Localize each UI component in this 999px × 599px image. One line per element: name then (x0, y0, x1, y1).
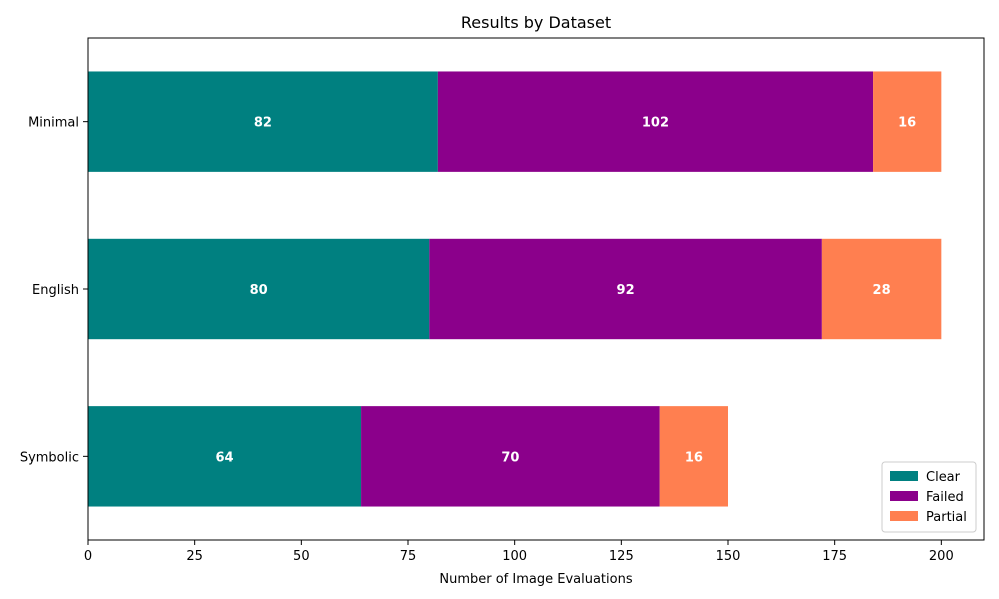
x-tick-label: 200 (929, 549, 954, 564)
x-tick-label: 125 (609, 549, 634, 564)
legend: Clear Failed Partial (881, 461, 977, 533)
bar-failed-minimal (437, 71, 874, 172)
bar-failed-english (429, 238, 822, 340)
x-tick-label: 75 (400, 549, 417, 564)
x-tick-label: 0 (84, 549, 92, 564)
bar-partial-minimal (873, 71, 942, 172)
x-tick-label: 175 (822, 549, 847, 564)
chart-title: Results by Dataset (461, 13, 611, 32)
legend-swatch-clear (890, 471, 918, 481)
data-label-failed-english: 92 (617, 283, 635, 298)
bar-failed-symbolic (361, 406, 660, 507)
legend-swatch-partial (890, 511, 918, 521)
y-axis: Symbolic English Minimal (20, 116, 88, 465)
data-label-partial-minimal: 16 (898, 116, 916, 131)
data-label-failed-symbolic: 70 (501, 450, 519, 465)
bar-partial-english (821, 238, 942, 340)
x-tick-label: 150 (716, 549, 741, 564)
bar-partial-symbolic (659, 406, 728, 507)
bar-clear-minimal (88, 71, 438, 172)
bar-clear-symbolic (88, 406, 362, 507)
x-tick-label: 50 (293, 549, 310, 564)
data-label-clear-minimal: 82 (254, 116, 272, 131)
x-axis: 0 25 50 75 100 125 150 175 200 (84, 540, 954, 564)
y-tick-label-minimal: Minimal (28, 116, 79, 131)
data-label-failed-minimal: 102 (642, 116, 669, 131)
y-tick-label-english: English (32, 283, 79, 298)
legend-swatch-failed (890, 491, 918, 501)
bar-clear-english (88, 238, 430, 340)
x-tick-label: 100 (502, 549, 527, 564)
legend-label-failed: Failed (926, 490, 964, 505)
x-axis-title: Number of Image Evaluations (439, 572, 632, 587)
bars-layer: 64 70 16 80 92 28 82 102 16 (88, 71, 942, 507)
data-label-clear-symbolic: 64 (215, 450, 233, 465)
data-label-partial-symbolic: 16 (685, 450, 703, 465)
legend-label-clear: Clear (926, 470, 961, 485)
x-tick-label: 25 (186, 549, 203, 564)
legend-label-partial: Partial (926, 510, 967, 525)
data-label-partial-english: 28 (873, 283, 891, 298)
data-label-clear-english: 80 (250, 283, 268, 298)
y-tick-label-symbolic: Symbolic (20, 450, 79, 465)
